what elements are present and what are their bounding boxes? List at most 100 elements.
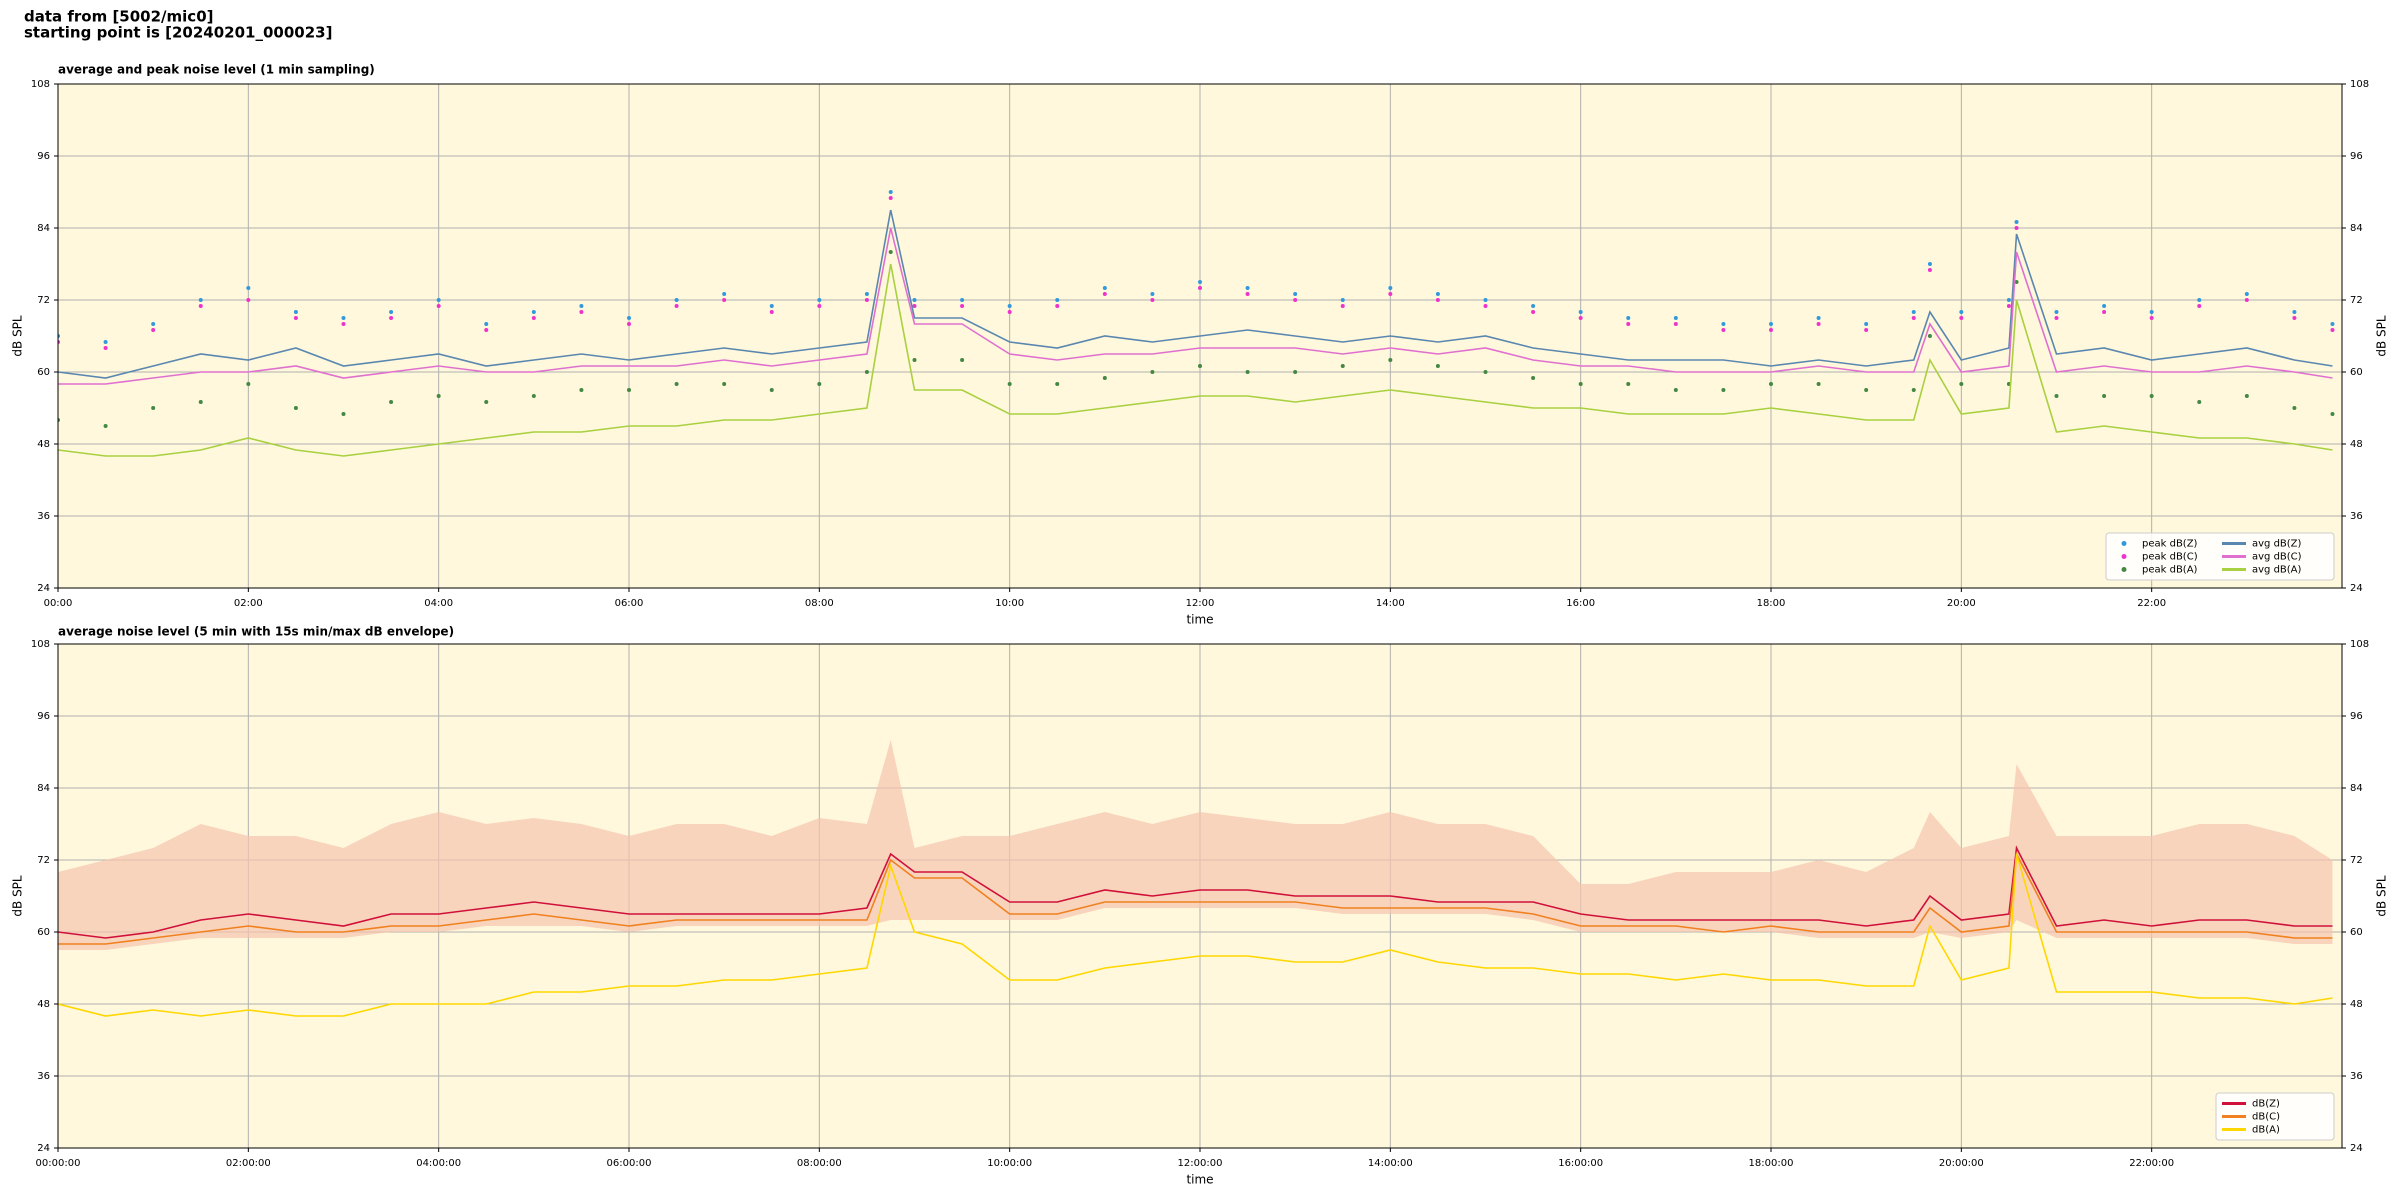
peak-point bbox=[769, 310, 774, 314]
peak-point bbox=[103, 340, 108, 344]
series-line bbox=[58, 853, 2333, 1017]
y-tick-label: 84 bbox=[37, 223, 50, 234]
plot-marks bbox=[58, 190, 2335, 457]
y-tick-label-right: 36 bbox=[2350, 511, 2363, 522]
y-tick-label-right: 108 bbox=[2350, 639, 2369, 650]
y-tick-label: 24 bbox=[37, 583, 50, 594]
peak-point bbox=[1959, 316, 1964, 320]
series-line bbox=[58, 227, 2333, 385]
peak-point bbox=[864, 370, 869, 374]
peak-point bbox=[1055, 382, 1060, 386]
peak-point bbox=[864, 298, 869, 302]
peak-point bbox=[1483, 370, 1488, 374]
x-tick-label: 12:00 bbox=[1186, 598, 1215, 609]
series-line bbox=[58, 845, 2333, 939]
peak-point bbox=[2014, 220, 2019, 224]
peak-point bbox=[627, 316, 631, 320]
peak-point bbox=[2014, 280, 2019, 284]
peak-point bbox=[1769, 382, 1773, 386]
peak-point bbox=[1055, 304, 1060, 308]
peak-point bbox=[1102, 292, 1107, 296]
peak-point bbox=[1198, 280, 1202, 284]
peak-point bbox=[1293, 298, 1298, 302]
peak-point bbox=[198, 400, 203, 404]
peak-point bbox=[2054, 316, 2059, 320]
y-tick-label: 108 bbox=[31, 79, 50, 90]
peak-point bbox=[151, 328, 156, 332]
peak-point bbox=[1769, 328, 1773, 332]
peak-point bbox=[436, 394, 441, 398]
y-tick-label-right: 48 bbox=[2350, 999, 2363, 1010]
y-tick-label-right: 96 bbox=[2350, 151, 2363, 162]
y-tick-label: 84 bbox=[37, 783, 50, 794]
peak-point bbox=[389, 400, 394, 404]
chart-title: average and peak noise level (1 min samp… bbox=[58, 63, 375, 77]
x-tick-label: 10:00 bbox=[995, 598, 1024, 609]
peak-point bbox=[627, 322, 631, 326]
peak-point bbox=[1911, 310, 1916, 314]
peak-point bbox=[389, 316, 394, 320]
plot-frame bbox=[57, 83, 2343, 589]
plot-marks bbox=[58, 740, 2333, 1017]
peak-point bbox=[246, 298, 251, 302]
x-tick-label: 04:00 bbox=[424, 598, 453, 609]
peak-point bbox=[1150, 370, 1155, 374]
y-tick-label: 60 bbox=[37, 367, 50, 378]
peak-point bbox=[817, 298, 822, 302]
x-tick-label: 16:00 bbox=[1566, 598, 1595, 609]
peak-point bbox=[674, 382, 679, 386]
peak-point bbox=[2014, 226, 2019, 230]
peak-point bbox=[2244, 292, 2249, 296]
legend-label: peak dB(Z) bbox=[2142, 539, 2198, 550]
y-tick-label: 60 bbox=[37, 927, 50, 938]
peak-point bbox=[341, 316, 346, 320]
peak-point bbox=[436, 304, 441, 308]
peak-point bbox=[912, 298, 917, 302]
envelope bbox=[58, 740, 2333, 950]
peak-point bbox=[579, 310, 584, 314]
peak-point bbox=[531, 394, 536, 398]
peak-point bbox=[2006, 304, 2011, 308]
peak-point bbox=[293, 406, 298, 410]
peak-point bbox=[1150, 292, 1155, 296]
peak-point bbox=[2330, 322, 2335, 326]
y-tick-label-right: 60 bbox=[2350, 927, 2363, 938]
peak-point bbox=[1340, 364, 1345, 368]
peak-point bbox=[151, 322, 156, 326]
peak-point bbox=[674, 298, 679, 302]
legend-label: dB(C) bbox=[2252, 1112, 2280, 1123]
peak-point bbox=[1626, 382, 1631, 386]
peak-point bbox=[1245, 286, 1250, 290]
y-tick-label: 72 bbox=[37, 855, 50, 866]
peak-point bbox=[1435, 298, 1440, 302]
peak-point bbox=[1673, 316, 1678, 320]
peak-point bbox=[2149, 316, 2154, 320]
header-source: data from [5002/mic0] bbox=[24, 8, 214, 26]
peak-point bbox=[1673, 322, 1678, 326]
y-tick-label-right: 48 bbox=[2350, 439, 2363, 450]
peak-point bbox=[960, 298, 965, 302]
peak-point bbox=[1721, 322, 1726, 326]
peak-point bbox=[1578, 382, 1583, 386]
peak-point bbox=[484, 322, 489, 326]
peak-point bbox=[1102, 376, 1107, 380]
x-tick-label: 20:00:00 bbox=[1939, 1158, 1984, 1169]
peak-point bbox=[1673, 388, 1678, 392]
y-tick-label: 24 bbox=[37, 1143, 50, 1154]
peak-point bbox=[2244, 298, 2249, 302]
y-tick-label-right: 60 bbox=[2350, 367, 2363, 378]
peak-point bbox=[817, 304, 822, 308]
peak-point bbox=[436, 298, 441, 302]
peak-point bbox=[1864, 322, 1869, 326]
peak-point bbox=[1388, 358, 1393, 362]
y-tick-label-right: 72 bbox=[2350, 295, 2363, 306]
x-tick-label: 06:00 bbox=[615, 598, 644, 609]
peak-point bbox=[1816, 316, 1821, 320]
peak-point bbox=[888, 250, 893, 254]
peak-point bbox=[1816, 382, 1821, 386]
peak-point bbox=[2244, 394, 2249, 398]
peak-point bbox=[722, 382, 727, 386]
peak-point bbox=[2197, 400, 2202, 404]
header-start: starting point is [20240201_000023] bbox=[24, 24, 332, 42]
